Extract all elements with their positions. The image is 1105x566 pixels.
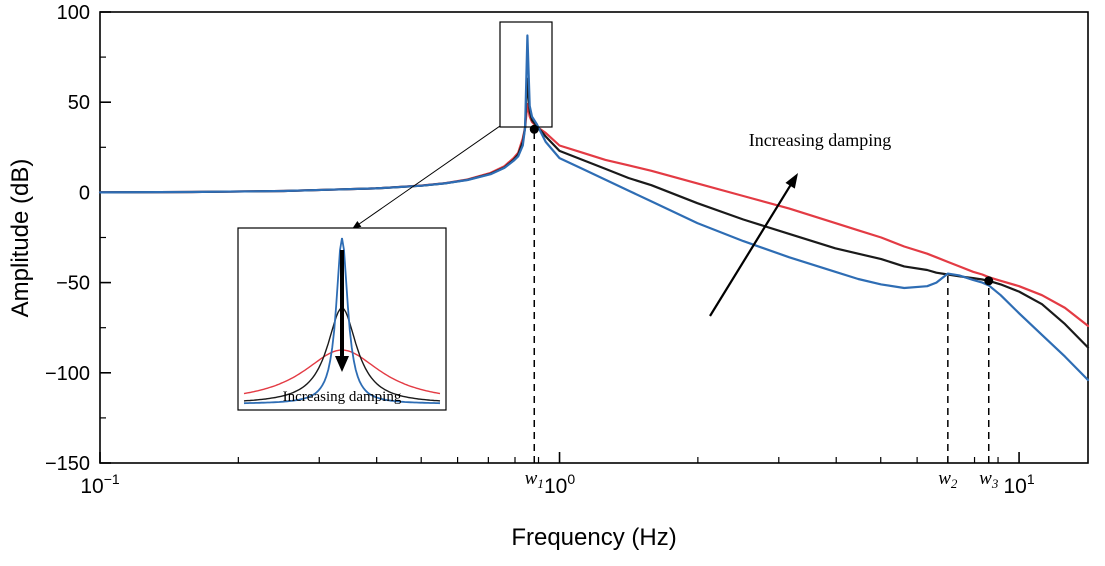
y-tick-label: 0 [79, 182, 90, 204]
inset-damping-arrow-head [335, 356, 349, 372]
x-axis-title: Frequency (Hz) [511, 524, 676, 551]
damping-arrow [709, 181, 794, 317]
freq-label-w3: w3 [979, 468, 999, 491]
y-tick-label: 50 [68, 92, 90, 114]
inset-peak-low-damping [243, 237, 441, 405]
x-tick-label: 101 [1003, 471, 1034, 498]
y-tick-label: 100 [57, 2, 90, 24]
freq-label-w1: w1 [525, 468, 544, 491]
marker-dot [984, 276, 994, 286]
inset-zoom [237, 227, 447, 411]
series-low-damping-line [98, 34, 1090, 382]
marker-dot [529, 124, 539, 134]
damping-annotation-label: Increasing damping [749, 130, 891, 150]
y-axis-title: Amplitude (dB) [7, 159, 34, 318]
y-tick-label: −150 [45, 453, 90, 475]
freq-label-w2: w2 [938, 468, 958, 491]
x-tick-label: 10−1 [80, 471, 120, 498]
inset-annotation-label: Increasing damping [283, 389, 402, 405]
y-tick-label: −50 [56, 273, 90, 295]
x-tick-label: 100 [544, 471, 575, 498]
peak-zoom-rect [499, 21, 553, 128]
damping-arrow-head [785, 173, 798, 189]
inset-connector-arrow [356, 125, 501, 226]
y-tick-label: −100 [45, 363, 90, 385]
inset-connector-arrow-head [352, 220, 362, 229]
